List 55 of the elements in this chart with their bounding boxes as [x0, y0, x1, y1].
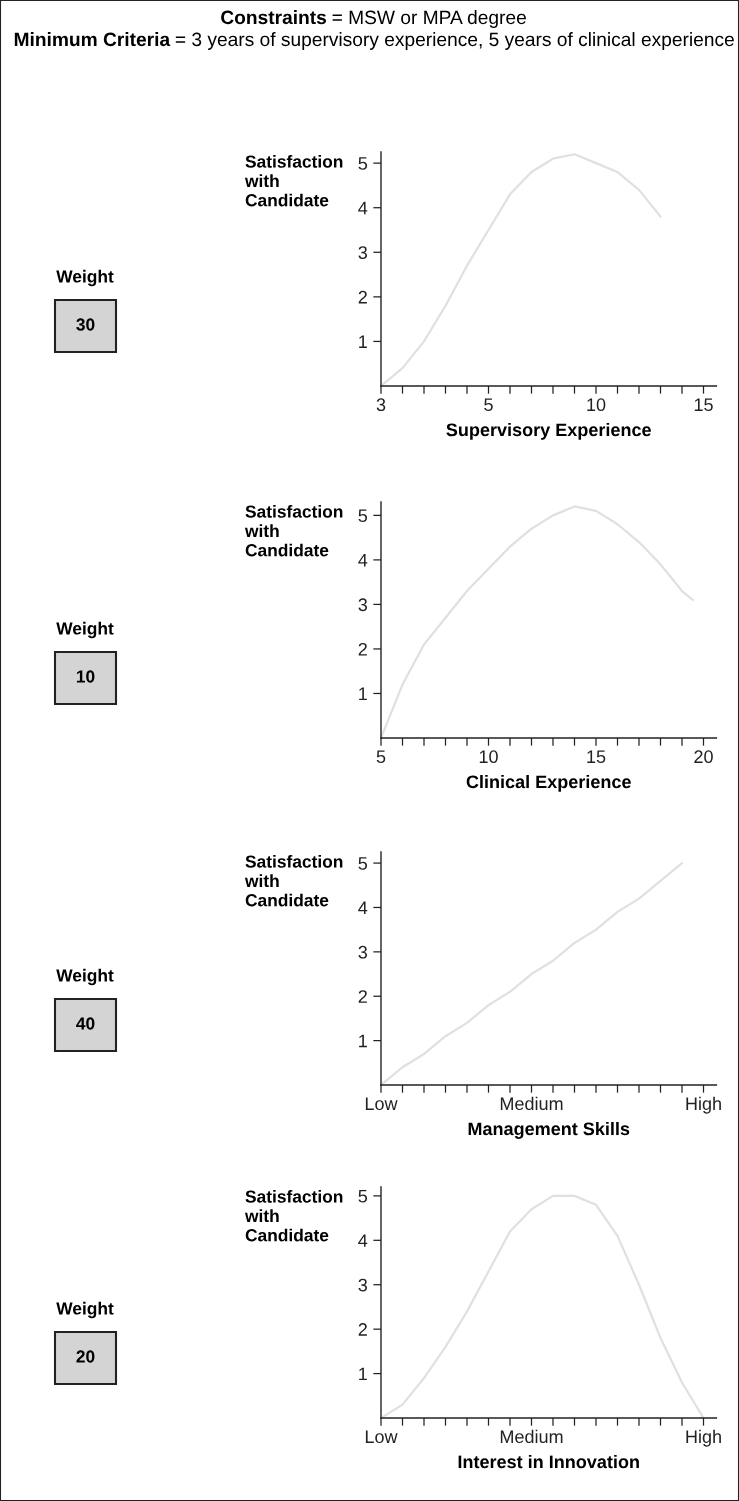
x-tick-label: 3 — [376, 398, 386, 412]
x-axis-title: Supervisory Experience — [446, 422, 651, 440]
y-tick-label: 3 — [358, 945, 368, 959]
y-tick-label: 5 — [358, 509, 368, 523]
line-series — [381, 505, 694, 738]
y-tick-label: 1 — [359, 335, 367, 348]
x-tick-label: 15 — [587, 750, 606, 764]
y-tick-label: 3 — [358, 246, 368, 260]
y-tick-label: 4 — [358, 201, 368, 215]
y-tick-label: 1 — [359, 687, 367, 701]
y-tick-label: 5 — [358, 1190, 368, 1203]
y-tick-label: 4 — [358, 1234, 368, 1247]
y-tick-label: 4 — [358, 554, 368, 567]
text: 20 — [76, 1350, 95, 1363]
text: Weight — [56, 621, 114, 639]
y-tick-label: 4 — [358, 901, 368, 915]
x-tick-label: 5 — [484, 398, 493, 412]
y-tick-label: 3 — [358, 598, 368, 612]
y-axis-title: Satisfaction with Candidate — [244, 1190, 343, 1242]
y-tick-label: 1 — [359, 1367, 367, 1381]
text: 40 — [76, 1017, 95, 1030]
x-tick-label: High — [686, 1096, 721, 1114]
text: Weight — [56, 968, 114, 986]
line-series — [381, 1194, 705, 1418]
text: 30 — [76, 318, 95, 331]
x-tick-label: 10 — [479, 750, 498, 764]
x-tick-label: 15 — [694, 398, 713, 412]
x-tick-label: Medium — [500, 1096, 563, 1111]
text: Weight — [56, 1301, 114, 1319]
chart-title: Constraints = MSW or MPA degree — [221, 10, 526, 28]
y-tick-label: 2 — [358, 1323, 367, 1336]
text: Weight — [56, 269, 114, 287]
y-axis-title: Satisfaction with Candidate — [244, 155, 343, 207]
x-tick-label: Medium — [500, 1429, 563, 1444]
x-tick-label: High — [686, 1429, 721, 1447]
y-tick-label: 2 — [358, 990, 367, 1003]
x-axis-title: Clinical Experience — [466, 774, 631, 792]
y-tick-label: 3 — [358, 1278, 368, 1292]
line-series — [381, 861, 684, 1085]
y-axis-title: Satisfaction with Candidate — [244, 505, 343, 557]
y-tick-label: 2 — [358, 290, 367, 304]
y-tick-label: 5 — [358, 857, 368, 870]
chart-subtitle: Minimum Criteria = 3 years of supervisory experience, 5 years of clinical experience — [14, 32, 734, 50]
x-tick-label: 20 — [694, 750, 713, 764]
x-tick-label: Low — [365, 1430, 398, 1444]
y-tick-label: 2 — [358, 642, 367, 656]
x-axis-title: Management Skills — [468, 1121, 630, 1139]
y-tick-label: 1 — [359, 1034, 367, 1048]
y-axis-title: Satisfaction with Candidate — [244, 855, 343, 907]
text: 10 — [76, 670, 95, 683]
x-tick-label: 10 — [587, 398, 606, 412]
x-tick-label: 5 — [376, 750, 386, 764]
x-tick-label: Low — [365, 1097, 398, 1111]
y-tick-label: 5 — [358, 157, 368, 170]
x-axis-title: Interest in Innovation — [458, 1454, 639, 1469]
